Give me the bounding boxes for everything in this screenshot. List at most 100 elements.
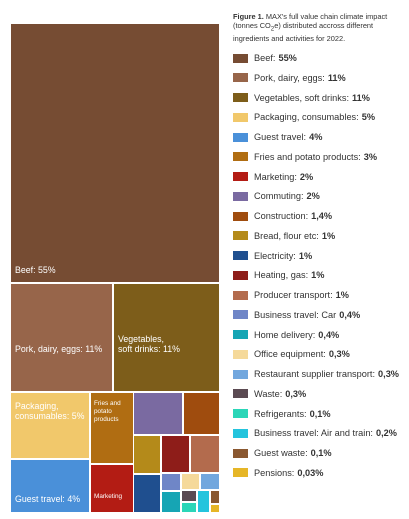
legend-swatch [233,290,248,300]
legend-swatch [233,112,248,122]
legend-value: 1% [321,230,336,241]
legend-label: Bread, flour etc: [254,230,319,241]
legend-swatch [233,310,248,320]
legend-item-home-delivery: Home delivery: 0,4% [233,329,339,341]
legend-item-business-travel-car: Business travel: Car 0,4% [233,309,360,321]
legend-swatch [233,152,248,162]
legend-label: Vegetables, soft drinks: [254,92,349,103]
legend-swatch [233,349,248,359]
legend-value: 0,3% [328,349,350,360]
legend-item-beef: Beef: 55% [233,52,297,64]
legend-item-business-travel-air-and-train: Business travel: Air and train: 0,2% [233,427,397,439]
legend-value: 0,2% [375,428,397,439]
legend-label: Producer transport: [254,290,333,300]
legend-value: 1% [298,250,313,261]
tile-vegetables-soft-drinks [114,284,219,391]
tile-guest-waste [211,491,219,503]
legend-label: Beef: [254,53,276,63]
legend-label: Office equipment: [254,349,326,360]
tile-label-packaging-consumables: Packaging, consumables: 5% [15,401,85,421]
legend-swatch [233,448,248,458]
legend-value: 4% [309,132,323,142]
tile-packaging-consumables [11,393,89,458]
legend-item-construction: Construction: 1,4% [233,210,332,222]
legend-item-refrigerants: Refrigerants: 0,1% [233,408,331,420]
legend-item-vegetables-soft-drinks: Vegetables, soft drinks: 11% [233,92,370,104]
legend-value: 2% [306,191,320,202]
legend-swatch [233,369,248,379]
legend-label: Fries and potato products: [254,151,361,162]
tile-commuting [134,393,182,434]
legend-label: Commuting: [254,191,304,202]
legend-item-restaurant-supplier-transport: Restaurant supplier transport: 0,3% [233,368,399,380]
tile-restaurant-supplier-transport [201,474,219,489]
legend-label: Construction: [254,211,309,221]
tile-electricity [134,475,160,512]
legend-swatch [233,53,248,63]
legend-label: Guest waste: [254,448,308,458]
caption-subscript: 2 [270,25,275,33]
legend-label: Restaurant supplier transport: [254,369,376,379]
legend-swatch [233,270,248,280]
legend-item-waste: Waste: 0,3% [233,388,306,400]
tile-label-fries-and-potato-products: Fries and potato products [94,400,121,423]
legend-swatch [233,389,248,399]
tile-refrigerants [182,503,196,512]
legend-value: 11% [352,92,370,103]
tile-producer-transport [191,436,219,472]
legend-value: 0,1% [310,448,332,458]
tile-marketing [91,465,133,512]
tile-label-beef: Beef: 55% [15,265,56,275]
legend-value: 0,4% [318,329,340,340]
legend-swatch [233,468,248,478]
tile-business-travel-car [162,474,180,490]
legend-item-electricity: Electricity: 1% [233,250,312,262]
legend-item-pork-dairy-eggs: Pork, dairy, eggs: 11% [233,72,346,84]
legend-swatch [233,172,248,181]
legend-value: 3% [363,151,378,162]
legend-label: Refrigerants: [254,408,307,419]
legend-item-fries-and-potato-products: Fries and potato products: 3% [233,151,377,163]
legend-label: Guest travel: [254,132,307,142]
legend-swatch [233,330,248,339]
tile-beef [11,24,219,282]
figure-caption: Figure 1. MAX's full value chain climate… [233,12,403,44]
caption-text-start: MAX's full value chain climate impact (t… [233,12,388,31]
tile-label-vegetables-soft-drinks: Vegetables, soft drinks: 11% [118,334,180,354]
treemap-chart: Beef: 55% Pork, dairy, eggs: 11% Vegetable… [11,24,219,512]
legend-value: 0,4% [339,309,361,320]
legend-label: Electricity: [254,250,296,261]
legend-swatch [233,73,248,83]
figure-label: Figure 1. [233,12,264,21]
legend-swatch [233,409,248,418]
tile-label-pork-dairy-eggs: Pork, dairy, eggs: 11% [15,344,102,354]
legend-item-commuting: Commuting: 2% [233,190,320,202]
legend-label: Home delivery: [254,329,316,340]
legend-item-guest-waste: Guest waste: 0,1% [233,447,332,459]
legend-item-packaging-consumables: Packaging, consumables: 5% [233,111,375,123]
tile-label-guest-travel: Guest travel: 4% [15,494,80,504]
tile-waste [182,491,196,501]
legend-swatch [233,93,248,102]
legend-value: 2% [299,171,314,182]
legend-label: Pensions: [254,467,295,478]
tile-home-delivery [162,492,180,512]
legend-label: Heating, gas: [254,270,309,281]
legend-label: Pork, dairy, eggs: [254,72,325,83]
legend-value: 1% [311,270,325,281]
legend-label: Business travel: Air and train: [254,428,373,439]
tile-pensions [211,505,219,512]
tile-pork-dairy-eggs [11,284,112,391]
legend-item-guest-travel: Guest travel: 4% [233,131,322,143]
legend-label: Business travel: Car [254,309,337,320]
legend-item-pensions: Pensions: 0,03% [233,467,323,479]
legend-item-office-equipment: Office equipment: 0,3% [233,348,350,360]
legend-item-bread-flour-etc: Bread, flour etc: 1% [233,230,335,242]
legend-swatch [233,251,248,260]
legend-label: Marketing: [254,171,297,182]
legend-value: 55% [278,53,297,63]
tile-construction [184,393,219,434]
legend-value: 1,4% [311,211,333,221]
tile-office-equipment [182,474,199,489]
legend-value: 5% [361,112,375,123]
